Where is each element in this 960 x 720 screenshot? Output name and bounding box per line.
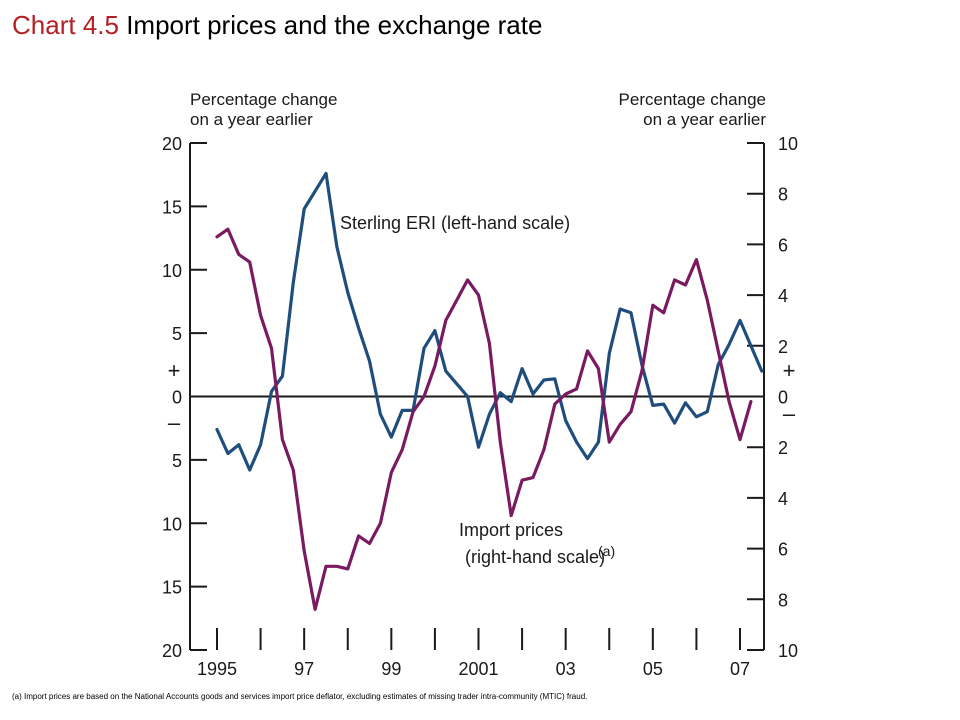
right-tick-label: 6 — [778, 235, 788, 255]
series-line-sterling-eri — [215, 171, 764, 472]
right-tick-label: 10 — [778, 641, 798, 661]
left-tick-label: 10 — [162, 261, 182, 281]
left-tick-label: 5 — [172, 324, 182, 344]
right-axis-label-line2: on a year earlier — [643, 110, 766, 129]
left-plus-sign: + — [168, 358, 181, 383]
right-axis-ticks: 10 8 6 4 2 0 2 4 6 8 10 — [747, 134, 798, 661]
left-axis-label-line2: on a year earlier — [190, 110, 313, 129]
page-title: Chart 4.5 Import prices and the exchange… — [12, 8, 542, 42]
right-tick-label: 10 — [778, 134, 798, 154]
left-tick-label: 20 — [162, 134, 182, 154]
left-tick-label: 10 — [162, 514, 182, 534]
left-axis-ticks: 20 15 10 5 0 5 10 15 20 — [162, 134, 207, 661]
annotation-sterling-eri: Sterling ERI (left-hand scale) — [340, 213, 570, 233]
left-tick-label: 15 — [162, 578, 182, 598]
annotation-import-prices-line2: (right-hand scale) — [465, 547, 605, 567]
chart-number: Chart 4.5 — [12, 10, 119, 40]
right-axis-label-line1: Percentage change — [619, 90, 766, 109]
left-minus-sign: – — [168, 410, 181, 435]
right-tick-label: 4 — [778, 286, 788, 306]
series-line-import-prices — [215, 227, 753, 611]
right-tick-label: 8 — [778, 185, 788, 205]
right-tick-label: 8 — [778, 590, 788, 610]
x-tick-label: 99 — [381, 659, 401, 679]
right-tick-label: 6 — [778, 540, 788, 560]
x-axis-ticks: 1995 97 99 2001 03 05 07 — [197, 628, 750, 679]
right-tick-label: 2 — [778, 337, 788, 357]
footnote: (a) Import prices are based on the Natio… — [12, 692, 588, 701]
right-tick-label: 2 — [778, 438, 788, 458]
x-tick-label: 03 — [556, 659, 576, 679]
chart-title: Import prices and the exchange rate — [126, 10, 543, 40]
left-tick-label: 20 — [162, 641, 182, 661]
right-minus-sign: – — [783, 401, 796, 426]
left-tick-label: 0 — [172, 388, 182, 408]
x-tick-label: 07 — [730, 659, 750, 679]
x-tick-label: 05 — [643, 659, 663, 679]
right-tick-label: 0 — [778, 388, 788, 408]
x-tick-label: 97 — [294, 659, 314, 679]
left-axis-label-line1: Percentage change — [190, 90, 337, 109]
annotation-import-prices-marker: (a) — [598, 543, 615, 559]
right-plus-sign: + — [783, 358, 796, 383]
x-tick-label: 2001 — [458, 659, 498, 679]
right-tick-label: 4 — [778, 489, 788, 509]
annotation-import-prices-line1: Import prices — [459, 520, 563, 540]
left-tick-label: 5 — [172, 451, 182, 471]
x-tick-label: 1995 — [197, 659, 237, 679]
left-tick-label: 15 — [162, 197, 182, 217]
